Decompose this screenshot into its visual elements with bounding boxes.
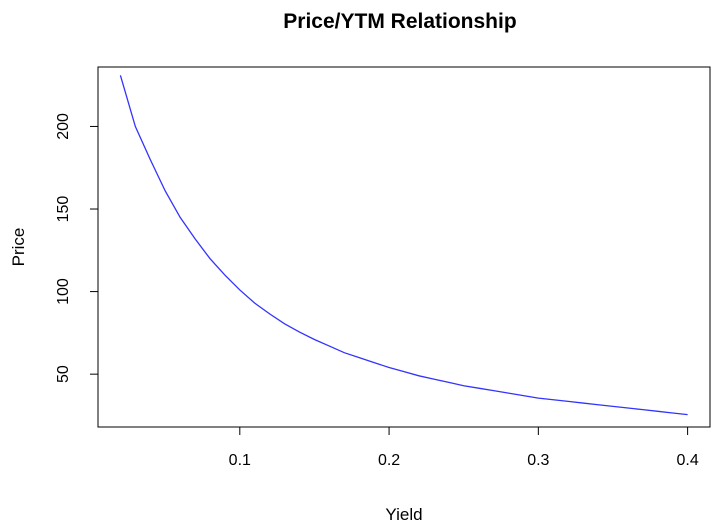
x-tick-label: 0.4 (676, 452, 698, 469)
price-curve-line (119, 75, 688, 416)
chart-title: Price/YTM Relationship (283, 10, 516, 33)
y-tick-label: 50 (55, 365, 72, 383)
y-axis: 50 100 150 200 (55, 113, 98, 383)
x-tick-label: 0.1 (229, 452, 251, 469)
y-tick-label: 100 (55, 278, 72, 305)
x-axis: 0.1 0.2 0.3 0.4 (229, 427, 699, 469)
y-tick-label: 200 (55, 113, 72, 140)
x-tick-label: 0.2 (378, 452, 400, 469)
x-axis-label: Yield (385, 505, 422, 524)
plot-frame (97, 66, 711, 428)
y-tick-label: 150 (55, 196, 72, 223)
y-axis-label: Price (9, 228, 28, 267)
x-tick-label: 0.3 (527, 452, 549, 469)
